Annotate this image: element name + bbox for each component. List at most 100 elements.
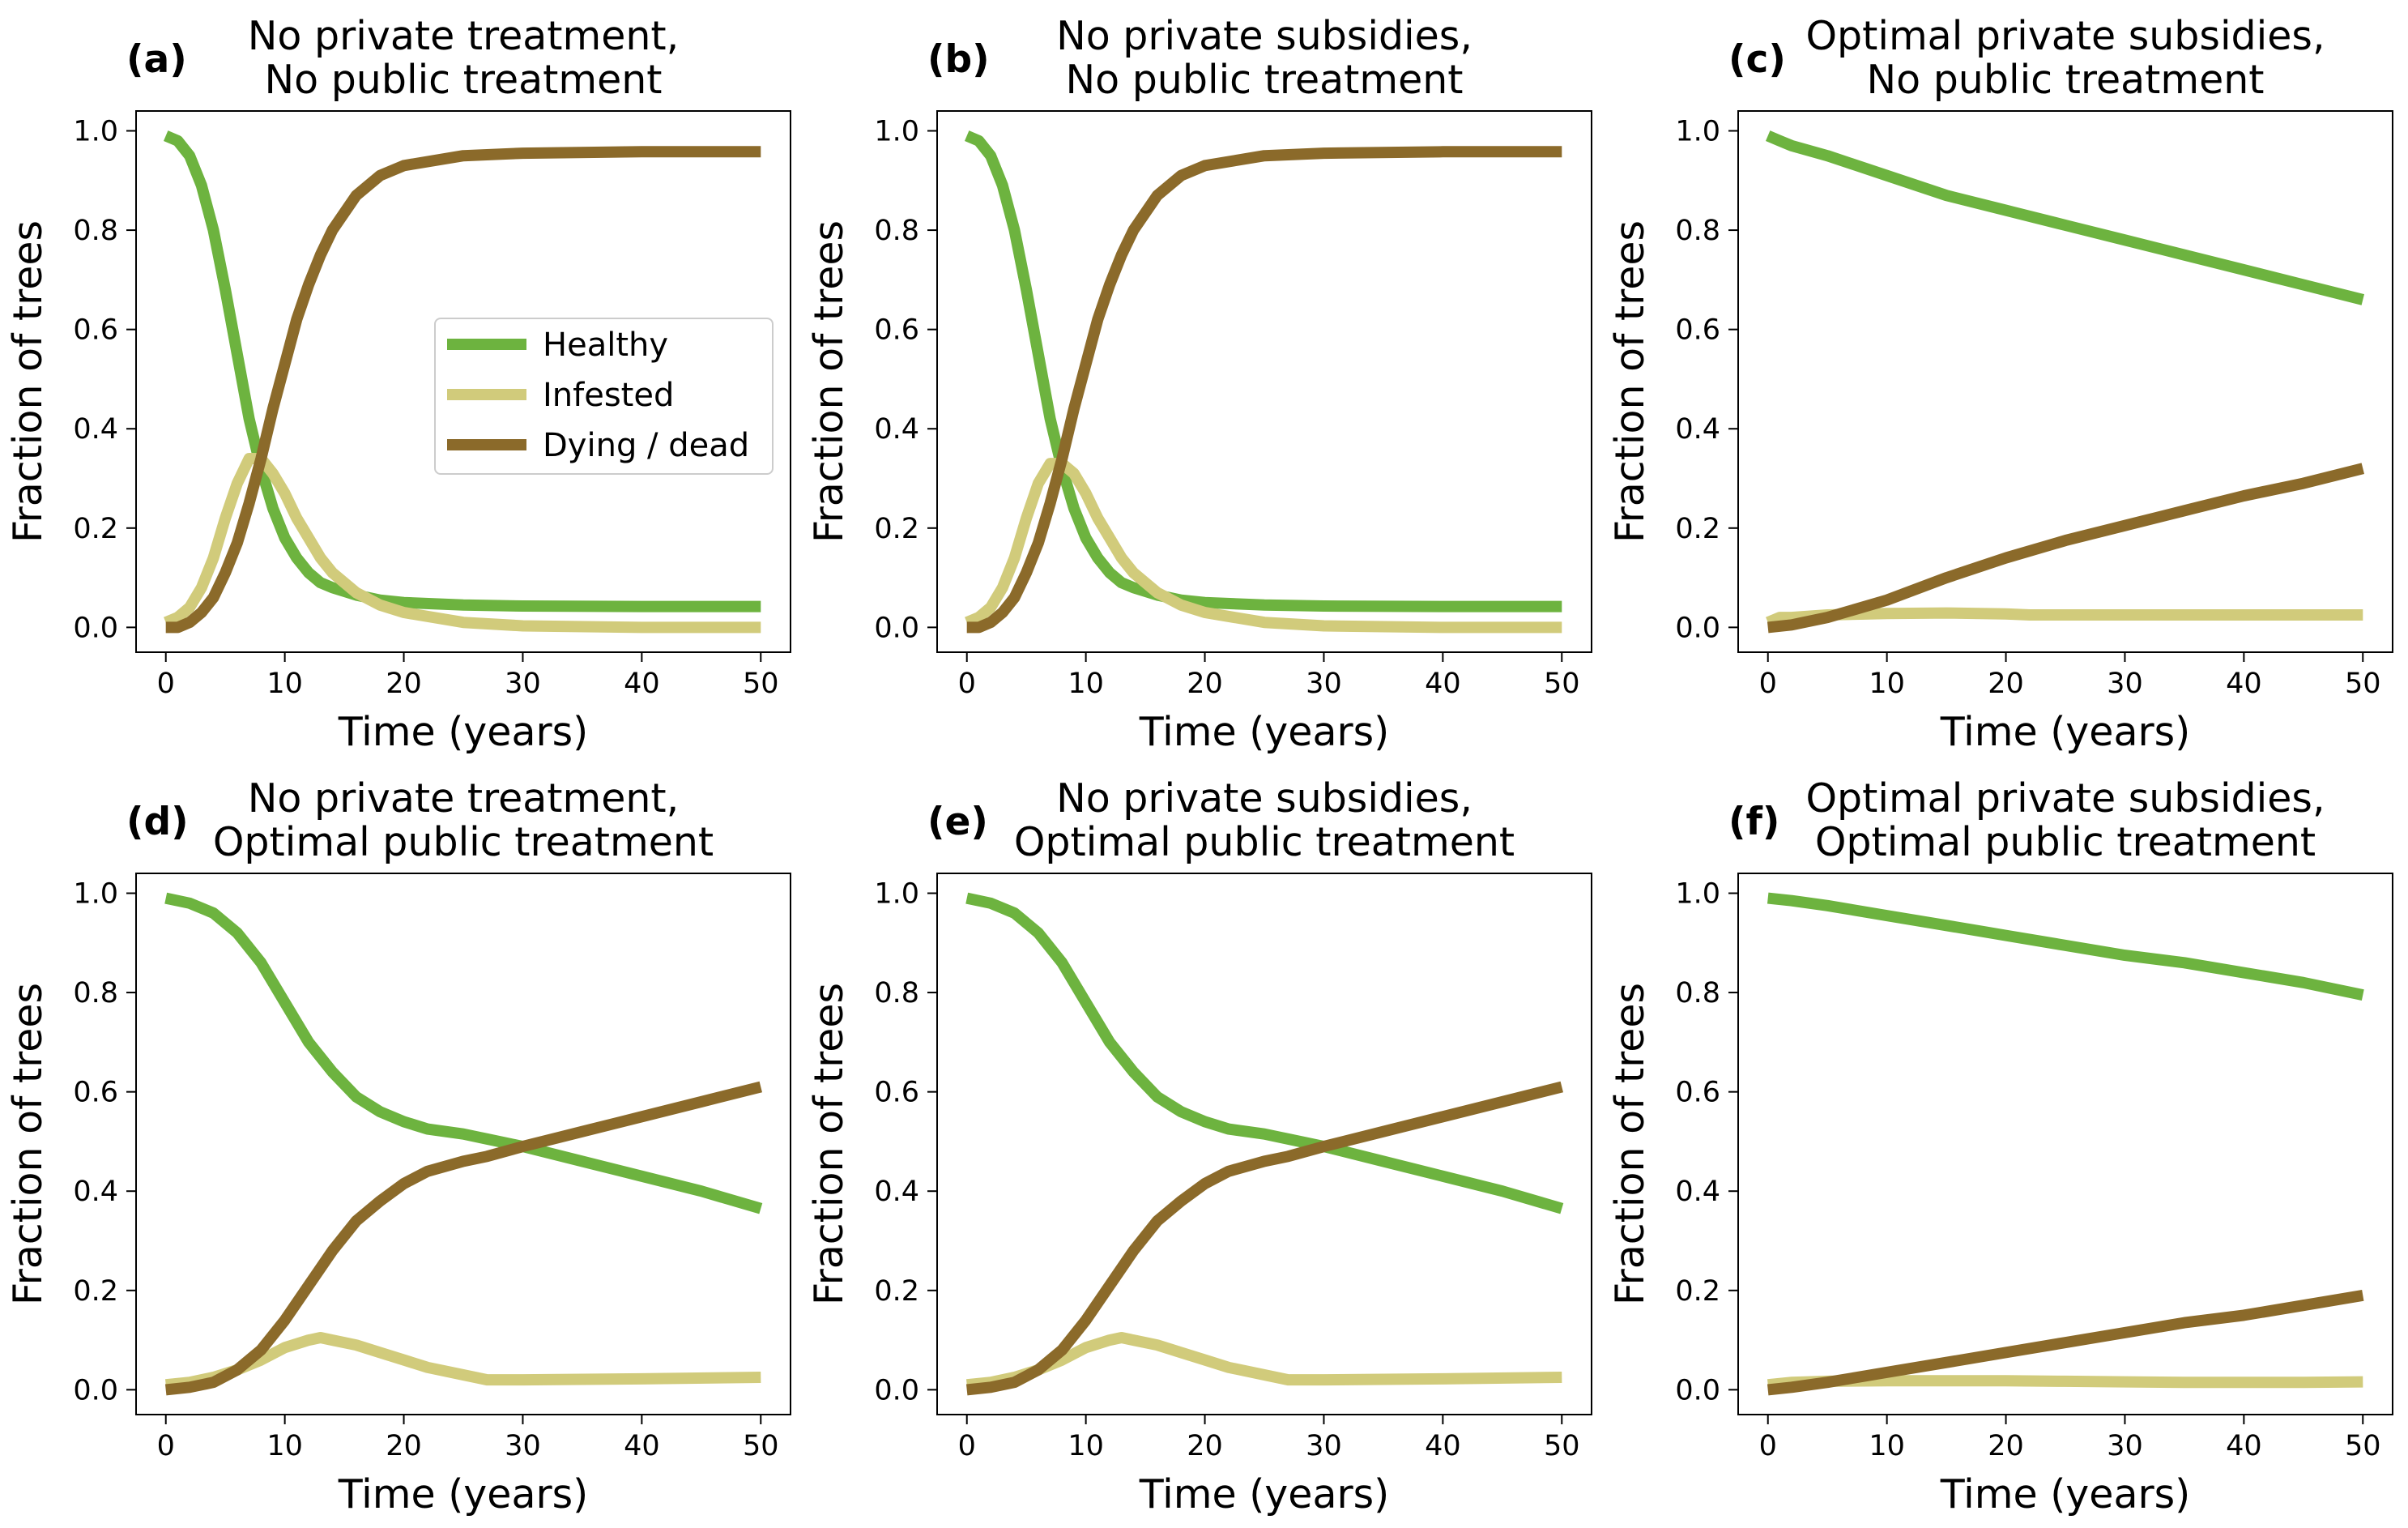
y-tick-label: 0.0 <box>73 1374 118 1406</box>
x-tick-label: 20 <box>1187 668 1223 700</box>
x-tick-label: 50 <box>2345 1430 2381 1462</box>
panel-letter: (f) <box>1728 800 1779 844</box>
chart-panel-c: (c) Optimal private subsidies,No public t… <box>1607 13 2393 755</box>
y-tick-label: 0.0 <box>874 612 919 644</box>
y-tick-label: 0.8 <box>73 215 118 247</box>
x-tick-label: 50 <box>1544 1430 1580 1462</box>
series-line-healthy <box>163 130 761 612</box>
panel-title-line-2: Optimal public treatment <box>1014 819 1515 865</box>
x-tick-label: 30 <box>2107 1430 2143 1462</box>
y-tick-label: 0.0 <box>1675 612 1720 644</box>
y-tick-label: 0.0 <box>73 612 118 644</box>
x-tick-label: 20 <box>386 668 422 700</box>
x-tick-label: 20 <box>386 1430 422 1462</box>
series-line-dying <box>165 146 761 634</box>
panel-letter: (c) <box>1728 37 1786 82</box>
y-tick-label: 0.6 <box>73 314 118 347</box>
y-axis-label: Fraction of trees <box>5 220 51 543</box>
y-tick-label: 0.4 <box>73 413 118 446</box>
y-tick-label: 0.2 <box>874 1275 919 1308</box>
panel-title-line-1: No private subsidies, <box>1056 13 1473 59</box>
series-line-dying <box>1767 1289 2364 1396</box>
legend-label-healthy: Healthy <box>543 327 668 364</box>
x-tick-label: 0 <box>1759 1430 1777 1462</box>
y-tick-label: 1.0 <box>874 878 919 911</box>
x-tick-label: 10 <box>1869 1430 1905 1462</box>
x-tick-label: 10 <box>266 1430 303 1462</box>
series-line-dying <box>164 1081 762 1396</box>
y-tick-label: 0.0 <box>1675 1374 1720 1406</box>
plot-frame <box>1737 110 2393 653</box>
y-tick-label: 0.6 <box>1675 314 1720 347</box>
series-line-healthy <box>1767 892 2364 1001</box>
series-line-infested <box>164 453 761 634</box>
x-tick-label: 10 <box>1068 1430 1104 1462</box>
x-axis-label: Time (years) <box>1940 1471 2191 1517</box>
panel-title-line-2: No public treatment <box>1866 57 2264 103</box>
x-axis-label: Time (years) <box>338 709 589 755</box>
panel-title-line-1: No private treatment, <box>248 775 679 822</box>
panel-letter: (e) <box>927 800 988 844</box>
y-tick-label: 0.4 <box>874 413 919 446</box>
series-line-healthy <box>164 892 763 1214</box>
x-tick-label: 40 <box>624 1430 660 1462</box>
x-tick-label: 0 <box>958 668 976 700</box>
y-axis-label: Fraction of trees <box>806 220 852 543</box>
x-tick-label: 40 <box>2226 1430 2262 1462</box>
x-axis-label: Time (years) <box>1139 709 1390 755</box>
series-line-infested <box>1766 607 2363 628</box>
y-tick-label: 0.2 <box>1675 1275 1720 1308</box>
legend-box <box>434 318 774 475</box>
y-axis-label: Fraction of trees <box>806 983 852 1305</box>
y-tick-label: 0.2 <box>73 513 118 545</box>
y-tick-label: 1.0 <box>1675 878 1720 911</box>
series-line-dying <box>1767 463 2364 634</box>
y-tick-label: 0.2 <box>73 1275 118 1308</box>
plot-frame <box>135 110 791 653</box>
x-tick-label: 30 <box>1306 668 1342 700</box>
legend-label-infested: Infested <box>543 377 674 414</box>
chart-panel-d: (d) No private treatment,Optimal public t… <box>5 775 791 1517</box>
y-tick-label: 0.2 <box>1675 513 1720 545</box>
x-tick-label: 40 <box>1425 668 1461 700</box>
chart-panel-e: (e) No private subsidies,Optimal public t… <box>806 775 1592 1517</box>
x-tick-label: 50 <box>1544 668 1580 700</box>
y-tick-label: 0.8 <box>1675 215 1720 247</box>
panel-title-line-1: Optimal private subsidies, <box>1805 13 2325 59</box>
panel-letter: (a) <box>126 37 187 82</box>
panel-title-line-2: No public treatment <box>1065 57 1463 103</box>
x-tick-label: 50 <box>743 668 779 700</box>
x-tick-label: 40 <box>2226 668 2262 700</box>
x-tick-label: 0 <box>958 1430 976 1462</box>
panel-title-line-1: No private treatment, <box>248 13 679 59</box>
panel-title-line-1: No private subsidies, <box>1056 775 1473 822</box>
series-line-dying <box>965 1081 1563 1396</box>
legend-label-dying: Dying / dead <box>543 427 749 464</box>
y-tick-label: 0.6 <box>73 1077 118 1109</box>
y-axis-label: Fraction of trees <box>1607 220 1653 543</box>
y-tick-label: 0.4 <box>874 1176 919 1208</box>
y-tick-label: 0.4 <box>1675 413 1720 446</box>
y-tick-label: 0.6 <box>874 314 919 347</box>
y-tick-label: 1.0 <box>1675 116 1720 148</box>
series-line-healthy <box>964 130 1562 612</box>
plot-frame <box>1737 873 2393 1415</box>
y-tick-label: 0.4 <box>1675 1176 1720 1208</box>
x-axis-label: Time (years) <box>1940 709 2191 755</box>
panel-letter: (b) <box>927 37 990 82</box>
y-tick-label: 0.8 <box>874 977 919 1009</box>
x-tick-label: 0 <box>157 668 175 700</box>
x-tick-label: 30 <box>1306 1430 1342 1462</box>
series-line-dying <box>966 146 1562 634</box>
y-tick-label: 0.0 <box>874 1374 919 1406</box>
y-axis-label: Fraction of trees <box>1607 983 1653 1305</box>
x-tick-label: 20 <box>1988 668 2024 700</box>
y-tick-label: 0.6 <box>1675 1077 1720 1109</box>
y-tick-label: 0.8 <box>73 977 118 1009</box>
x-tick-label: 10 <box>1869 668 1905 700</box>
panel-title-line-2: No public treatment <box>264 57 662 103</box>
y-tick-label: 0.6 <box>874 1077 919 1109</box>
y-tick-label: 0.8 <box>874 215 919 247</box>
x-tick-label: 30 <box>505 1430 541 1462</box>
